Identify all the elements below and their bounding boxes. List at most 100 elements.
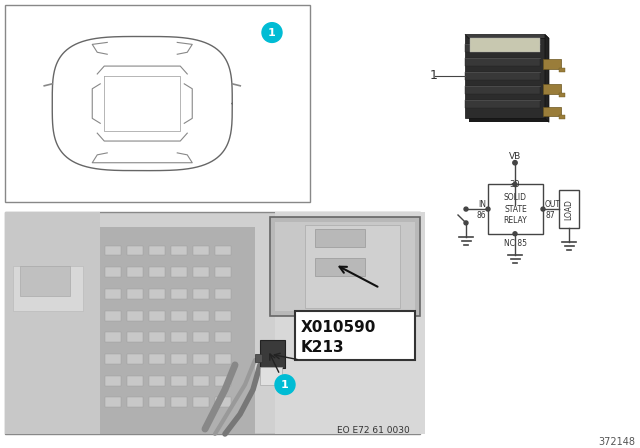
Bar	[215, 354, 231, 364]
Circle shape	[513, 182, 517, 186]
Bar	[193, 376, 209, 386]
Bar	[275, 212, 425, 434]
Bar	[215, 332, 231, 342]
Text: OUT: OUT	[545, 200, 561, 209]
Bar	[193, 397, 209, 407]
Bar	[105, 267, 121, 277]
Bar	[149, 289, 165, 299]
Bar	[559, 68, 565, 72]
Bar	[260, 367, 282, 385]
Bar	[488, 185, 543, 234]
Text: K213: K213	[301, 340, 344, 355]
Bar	[171, 354, 187, 364]
Bar	[270, 217, 420, 315]
Circle shape	[464, 207, 468, 211]
Bar	[559, 190, 579, 228]
Bar	[127, 397, 143, 407]
Bar	[127, 246, 143, 255]
Bar	[193, 332, 209, 342]
Bar	[171, 267, 187, 277]
Bar	[465, 99, 540, 108]
Bar	[105, 332, 121, 342]
Bar	[543, 59, 561, 69]
Bar	[469, 39, 549, 122]
Bar	[193, 354, 209, 364]
Text: X010590: X010590	[301, 320, 376, 335]
Polygon shape	[465, 34, 549, 39]
Bar	[5, 212, 420, 434]
Bar	[171, 246, 187, 255]
Bar	[470, 39, 540, 52]
Text: VB: VB	[509, 152, 521, 161]
Bar	[171, 289, 187, 299]
Circle shape	[464, 221, 468, 225]
Bar	[255, 354, 262, 362]
Bar	[105, 397, 121, 407]
Text: NC 85: NC 85	[504, 239, 527, 248]
Bar	[193, 289, 209, 299]
Bar	[193, 310, 209, 320]
Text: SOLID
STATE
RELAY: SOLID STATE RELAY	[504, 193, 527, 225]
Bar	[305, 225, 400, 308]
Bar	[127, 376, 143, 386]
Text: IN: IN	[478, 200, 486, 209]
Polygon shape	[545, 34, 549, 122]
Bar	[13, 266, 83, 310]
Bar	[171, 310, 187, 320]
Bar	[171, 376, 187, 386]
Text: LOAD: LOAD	[564, 198, 573, 220]
Bar	[465, 44, 540, 52]
Text: 1: 1	[268, 27, 276, 38]
Bar	[105, 310, 121, 320]
Bar	[149, 246, 165, 255]
Bar	[149, 332, 165, 342]
Text: EO E72 61 0030: EO E72 61 0030	[337, 426, 410, 435]
Bar	[149, 397, 165, 407]
Bar	[171, 332, 187, 342]
Bar	[105, 376, 121, 386]
Text: 30: 30	[509, 181, 520, 190]
Bar	[295, 310, 415, 360]
Bar	[193, 246, 209, 255]
Text: 372148: 372148	[598, 437, 635, 447]
Bar	[315, 258, 365, 276]
Bar	[127, 267, 143, 277]
Bar	[559, 116, 565, 119]
Bar	[275, 222, 415, 310]
Bar	[127, 332, 143, 342]
Bar	[149, 376, 165, 386]
Bar	[105, 354, 121, 364]
Circle shape	[486, 207, 490, 211]
Bar	[465, 58, 540, 66]
Bar	[127, 310, 143, 320]
Text: 1: 1	[430, 69, 438, 82]
Bar	[5, 212, 100, 434]
Text: 87: 87	[545, 211, 555, 220]
Text: 1: 1	[281, 379, 289, 390]
Bar	[20, 266, 70, 296]
Circle shape	[262, 23, 282, 43]
Bar	[127, 354, 143, 364]
Bar	[215, 310, 231, 320]
Bar	[465, 86, 540, 94]
Circle shape	[513, 232, 517, 236]
Bar	[149, 267, 165, 277]
Bar	[193, 267, 209, 277]
Text: 86: 86	[476, 211, 486, 220]
Bar	[215, 376, 231, 386]
Circle shape	[275, 375, 295, 395]
Bar	[543, 84, 561, 94]
Bar	[215, 246, 231, 255]
Circle shape	[513, 160, 517, 165]
Bar	[215, 267, 231, 277]
Bar	[559, 93, 565, 97]
Bar	[100, 227, 255, 434]
Bar	[149, 354, 165, 364]
Bar	[105, 289, 121, 299]
Bar	[543, 107, 561, 116]
Bar	[5, 5, 310, 202]
Bar	[465, 34, 545, 118]
Bar	[149, 310, 165, 320]
Circle shape	[541, 207, 545, 211]
Bar	[260, 340, 285, 368]
